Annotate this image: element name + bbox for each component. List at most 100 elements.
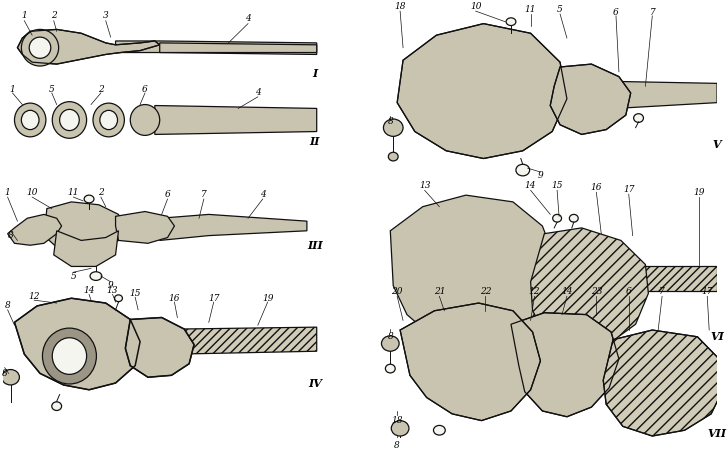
Text: 8: 8 [387, 117, 393, 126]
Ellipse shape [433, 425, 446, 435]
Polygon shape [44, 202, 122, 253]
Polygon shape [550, 64, 630, 135]
Text: 2: 2 [51, 11, 57, 20]
Ellipse shape [1, 369, 20, 385]
Polygon shape [636, 266, 717, 292]
Text: 19: 19 [262, 294, 274, 303]
Text: VII: VII [708, 428, 727, 439]
Ellipse shape [21, 29, 59, 66]
Polygon shape [159, 43, 317, 53]
Text: 19: 19 [694, 188, 705, 197]
Text: IV: IV [308, 378, 322, 388]
Polygon shape [531, 228, 649, 349]
Text: 17: 17 [208, 294, 219, 303]
Text: 21: 21 [434, 287, 445, 296]
Polygon shape [7, 214, 62, 245]
Text: 15: 15 [551, 181, 563, 190]
Text: 14: 14 [83, 286, 95, 295]
Ellipse shape [29, 37, 51, 58]
Text: 18: 18 [395, 2, 406, 11]
Polygon shape [604, 330, 724, 436]
Ellipse shape [114, 295, 122, 302]
Polygon shape [390, 195, 554, 346]
Polygon shape [511, 313, 619, 417]
Text: 4: 4 [260, 189, 266, 198]
Text: II: II [309, 135, 320, 147]
Text: 14: 14 [525, 181, 537, 190]
Text: 6: 6 [626, 287, 632, 296]
Text: 9: 9 [108, 281, 114, 290]
Polygon shape [159, 214, 307, 240]
Polygon shape [125, 318, 194, 377]
Ellipse shape [516, 164, 530, 176]
Ellipse shape [15, 103, 46, 137]
Text: 23: 23 [590, 287, 602, 296]
Text: 11: 11 [525, 4, 537, 13]
Text: 2: 2 [98, 85, 103, 94]
Ellipse shape [93, 103, 124, 137]
Text: 1: 1 [9, 85, 15, 94]
Polygon shape [116, 212, 175, 243]
Text: 6: 6 [165, 189, 170, 198]
Text: 16: 16 [590, 183, 602, 192]
Polygon shape [616, 81, 717, 108]
Text: 12: 12 [529, 287, 540, 296]
Text: 1: 1 [21, 11, 27, 20]
Text: VI: VI [710, 331, 724, 342]
Ellipse shape [84, 195, 94, 203]
Ellipse shape [384, 119, 403, 136]
Text: 13: 13 [107, 286, 119, 295]
Text: 14: 14 [561, 287, 573, 296]
Text: 5: 5 [71, 271, 76, 280]
Text: 7: 7 [649, 8, 655, 17]
Text: 16: 16 [169, 294, 180, 303]
Ellipse shape [553, 214, 561, 222]
Ellipse shape [391, 421, 409, 436]
Text: 8: 8 [395, 441, 400, 450]
Polygon shape [17, 29, 159, 64]
Text: 12: 12 [28, 292, 40, 301]
Ellipse shape [60, 109, 79, 130]
Text: 6: 6 [613, 8, 619, 17]
Text: V: V [713, 139, 721, 149]
Polygon shape [116, 41, 317, 54]
Ellipse shape [388, 152, 398, 161]
Ellipse shape [90, 272, 102, 280]
Text: 22: 22 [480, 287, 491, 296]
Text: 4: 4 [255, 89, 261, 98]
Ellipse shape [21, 110, 39, 130]
Text: 17: 17 [702, 287, 713, 296]
Text: III: III [307, 240, 323, 251]
Text: 7: 7 [660, 287, 665, 296]
Text: 18: 18 [392, 416, 403, 425]
Polygon shape [54, 231, 119, 266]
Ellipse shape [52, 402, 62, 410]
Text: 4: 4 [245, 14, 251, 23]
Polygon shape [155, 105, 317, 135]
Text: 5: 5 [49, 85, 55, 94]
Ellipse shape [385, 364, 395, 373]
Ellipse shape [52, 338, 87, 374]
Text: 5: 5 [557, 4, 563, 13]
Text: 1: 1 [5, 188, 10, 197]
Text: I: I [312, 68, 317, 79]
Text: 17: 17 [623, 185, 635, 194]
Text: 3: 3 [103, 11, 108, 20]
Ellipse shape [100, 110, 117, 130]
Text: 9: 9 [537, 171, 543, 180]
Polygon shape [15, 298, 140, 390]
Text: 10: 10 [470, 2, 481, 11]
Polygon shape [397, 23, 567, 158]
Text: 11: 11 [68, 188, 79, 197]
Text: 2: 2 [98, 188, 103, 197]
Text: 8: 8 [1, 369, 7, 378]
Text: 15: 15 [130, 289, 141, 298]
Polygon shape [707, 369, 717, 392]
Text: 10: 10 [26, 188, 38, 197]
Ellipse shape [130, 104, 159, 135]
Ellipse shape [633, 114, 644, 122]
Ellipse shape [569, 214, 578, 222]
Ellipse shape [52, 102, 87, 138]
Text: 6: 6 [142, 85, 148, 94]
Ellipse shape [506, 18, 516, 26]
